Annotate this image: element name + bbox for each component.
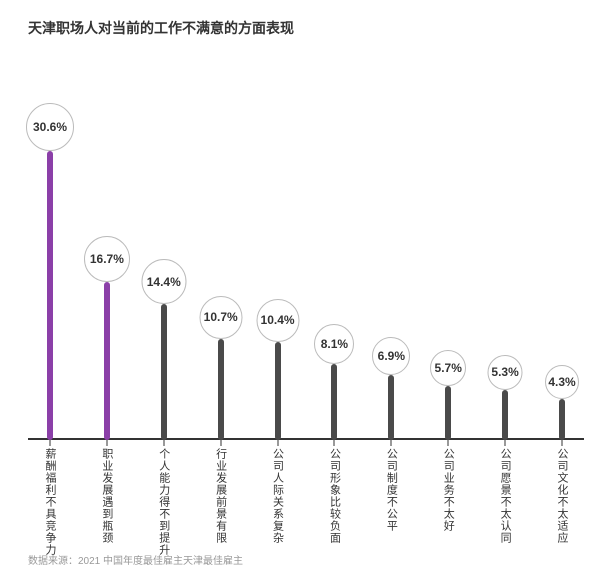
- lollipop: 6.9%: [366, 337, 416, 440]
- x-axis-label: 公司愿景不太认同: [497, 448, 513, 544]
- x-tick: [163, 440, 164, 446]
- value-bubble: 10.7%: [199, 296, 242, 339]
- source-prefix: 数据来源：: [28, 556, 78, 567]
- chart-area: 30.6% 16.7% 14.4% 10.7% 10.4% 8.1% 6.9% 5.7% 5.3…: [28, 60, 584, 440]
- lollipop-stick: [502, 390, 508, 440]
- x-axis-label: 公司制度不公平: [383, 448, 399, 532]
- value-label: 10.4%: [261, 313, 295, 327]
- x-axis-label: 公司业务不太好: [440, 448, 456, 532]
- value-bubble: 8.1%: [314, 324, 354, 364]
- value-bubble: 16.7%: [84, 236, 130, 282]
- lollipop-stick: [388, 375, 394, 440]
- lollipop: 4.3%: [537, 365, 587, 440]
- lollipop-stick: [161, 304, 167, 440]
- value-label: 5.7%: [435, 361, 462, 375]
- lollipop: 14.4%: [139, 259, 189, 440]
- x-tick: [106, 440, 107, 446]
- lollipop: 8.1%: [309, 324, 359, 441]
- value-bubble: 5.7%: [430, 350, 466, 386]
- value-bubble: 4.3%: [545, 365, 579, 399]
- lollipop-stick: [331, 364, 337, 441]
- x-axis-label: 薪酬福利不具竞争力: [42, 448, 58, 556]
- data-source: 数据来源：2021 中国年度最佳雇主天津最佳雇主: [28, 552, 243, 567]
- value-label: 10.7%: [204, 310, 238, 324]
- value-bubble: 6.9%: [372, 337, 410, 375]
- x-tick: [562, 440, 563, 446]
- x-tick: [334, 440, 335, 446]
- value-bubble: 14.4%: [141, 259, 186, 304]
- lollipop-stick: [559, 399, 565, 440]
- lollipop-stick: [445, 386, 451, 440]
- x-axis-labels: 薪酬福利不具竞争力 职业发展遇到瓶颈 个人能力得不到提升 行业发展前景有限 公司人际关系…: [28, 448, 584, 558]
- chart-title: 天津职场人对当前的工作不满意的方面表现: [28, 18, 294, 38]
- x-tick: [277, 440, 278, 446]
- x-axis-label: 个人能力得不到提升: [156, 448, 172, 556]
- x-axis-label: 公司形象比较负面: [326, 448, 342, 544]
- x-axis-label: 公司文化不太适应: [554, 448, 570, 544]
- value-bubble: 30.6%: [26, 103, 74, 151]
- value-label: 16.7%: [90, 252, 124, 266]
- lollipop-stick: [218, 339, 224, 440]
- lollipop-stick: [275, 342, 281, 440]
- lollipop: 5.3%: [480, 355, 530, 440]
- lollipop-stick: [104, 282, 110, 440]
- x-tick: [505, 440, 506, 446]
- x-tick: [448, 440, 449, 446]
- value-bubble: 5.3%: [488, 355, 523, 390]
- value-label: 30.6%: [33, 120, 67, 134]
- x-axis-label: 职业发展遇到瓶颈: [99, 448, 115, 544]
- x-axis-label: 行业发展前景有限: [213, 448, 229, 544]
- value-label: 8.1%: [321, 337, 348, 351]
- lollipop: 10.7%: [196, 296, 246, 440]
- x-tick: [220, 440, 221, 446]
- lollipop: 10.4%: [253, 299, 303, 440]
- source-text: 2021 中国年度最佳雇主天津最佳雇主: [78, 556, 243, 567]
- lollipop-stick: [47, 151, 53, 440]
- value-label: 14.4%: [147, 275, 181, 289]
- lollipop: 5.7%: [423, 350, 473, 440]
- x-tick: [50, 440, 51, 446]
- value-label: 5.3%: [491, 365, 518, 379]
- value-bubble: 10.4%: [256, 299, 299, 342]
- x-tick: [391, 440, 392, 446]
- value-label: 6.9%: [378, 349, 405, 363]
- x-axis-label: 公司人际关系复杂: [270, 448, 286, 544]
- value-label: 4.3%: [548, 375, 575, 389]
- lollipop: 16.7%: [82, 236, 132, 440]
- lollipop: 30.6%: [25, 103, 75, 440]
